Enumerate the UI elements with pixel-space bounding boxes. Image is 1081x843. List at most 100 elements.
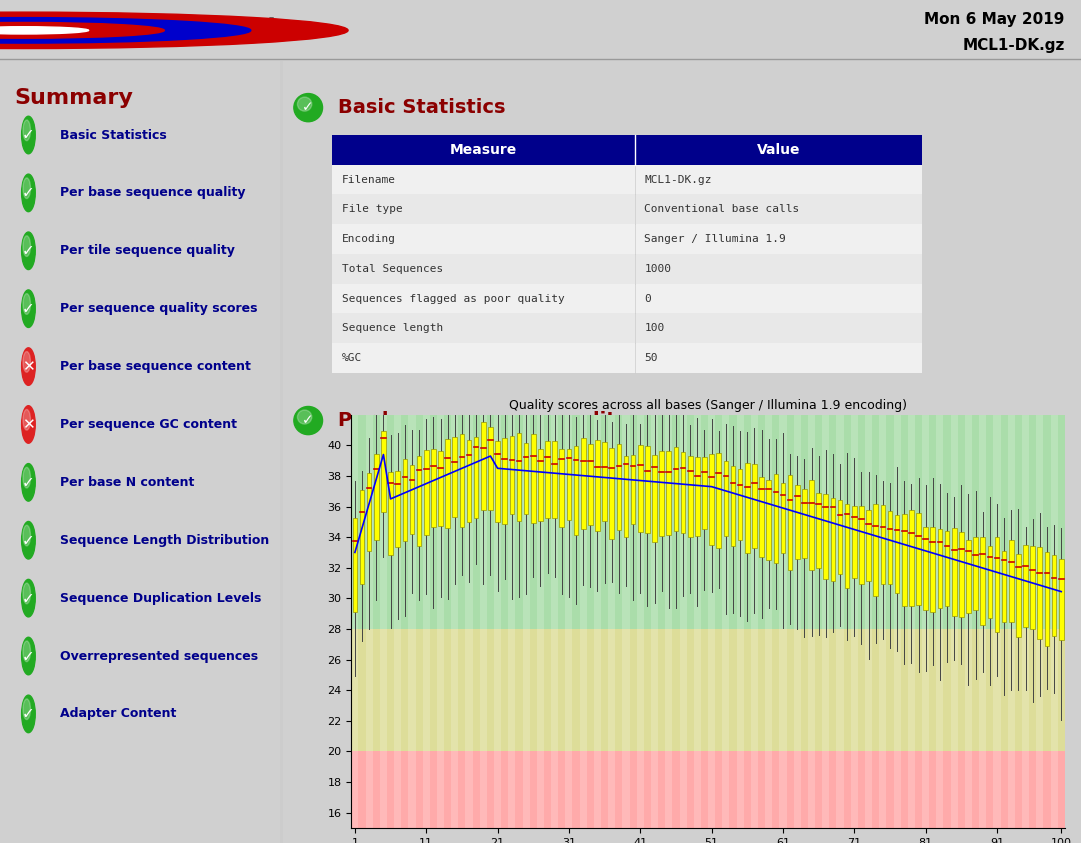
Bar [779,415,787,828]
Circle shape [22,290,36,327]
Text: Per base N content: Per base N content [59,475,195,489]
Text: 100: 100 [644,323,665,333]
Text: FastQC Report: FastQC Report [43,16,282,45]
Bar [453,438,457,518]
Bar [351,751,1065,828]
Bar [952,528,957,616]
Bar [1052,555,1056,636]
Circle shape [23,178,30,199]
Text: File type: File type [342,204,402,214]
Bar [395,415,401,828]
Bar [902,514,907,605]
Bar [332,343,922,373]
Bar [667,451,671,534]
Bar [959,532,963,616]
Circle shape [23,641,30,662]
Bar [579,415,587,828]
Bar [596,440,600,530]
Bar [988,545,992,618]
Bar [645,446,650,533]
Bar [437,415,444,828]
Bar [703,457,707,529]
Text: ✓: ✓ [22,591,35,605]
Text: Sequence Length Distribution: Sequence Length Distribution [59,534,269,547]
Bar [837,415,843,828]
Bar [473,438,479,518]
Bar [522,415,530,828]
Text: Basic Statistics: Basic Statistics [59,128,166,142]
Bar [945,530,949,606]
Bar [695,457,699,536]
Bar [1024,545,1028,626]
Text: Sequence Duplication Levels: Sequence Duplication Levels [59,592,262,604]
Bar [752,464,757,547]
Bar [810,480,814,570]
Bar [895,514,899,593]
Circle shape [23,293,30,314]
Text: ✓: ✓ [303,414,313,427]
Bar [823,415,829,828]
Text: Filename: Filename [342,175,396,185]
Bar [1030,546,1035,629]
Bar [379,415,387,828]
Bar [624,456,628,536]
Bar [481,422,485,510]
Bar [531,434,535,524]
Circle shape [23,467,30,488]
Text: Value: Value [757,142,800,157]
Text: Per base sequence quality: Per base sequence quality [338,411,629,430]
Bar [424,450,428,534]
Bar [774,474,778,563]
Bar [360,490,364,583]
Text: MCL1-DK.gz: MCL1-DK.gz [962,38,1065,53]
Circle shape [22,579,36,617]
Bar [709,454,713,545]
Bar [623,415,629,828]
Bar [332,314,922,343]
Bar [396,471,400,547]
Circle shape [23,236,30,256]
Bar [495,441,499,522]
Bar [731,466,735,546]
Text: MCL1-DK.gz: MCL1-DK.gz [644,175,712,185]
Text: Per sequence GC content: Per sequence GC content [59,418,237,431]
Bar [881,505,885,584]
Bar [793,415,801,828]
Circle shape [22,175,36,212]
Circle shape [297,410,311,424]
Bar [467,440,471,522]
Bar [652,455,657,542]
Bar [537,415,544,828]
Bar [993,415,1001,828]
Bar [980,537,985,625]
Bar [816,493,820,568]
Bar [694,415,700,828]
Circle shape [22,637,36,674]
Bar [388,472,392,555]
Bar [808,415,815,828]
Bar [788,475,792,570]
Bar [973,537,978,610]
Bar [738,469,743,540]
Text: Adapter Content: Adapter Content [59,707,176,721]
Bar [560,449,564,528]
Bar [979,415,986,828]
Circle shape [23,699,30,720]
Bar [851,415,858,828]
Bar [1059,559,1064,640]
Bar [845,504,850,588]
Text: %GC: %GC [342,353,362,363]
Bar [517,432,521,521]
Bar [651,415,658,828]
Text: ✓: ✓ [22,533,35,548]
Bar [1038,547,1042,639]
Circle shape [0,12,348,49]
Bar [438,452,443,526]
Circle shape [22,348,36,385]
Bar [824,494,828,579]
Bar [923,528,927,610]
Bar [965,415,972,828]
Bar [765,415,772,828]
Text: Sanger / Illumina 1.9: Sanger / Illumina 1.9 [644,234,786,244]
Bar [723,461,729,536]
